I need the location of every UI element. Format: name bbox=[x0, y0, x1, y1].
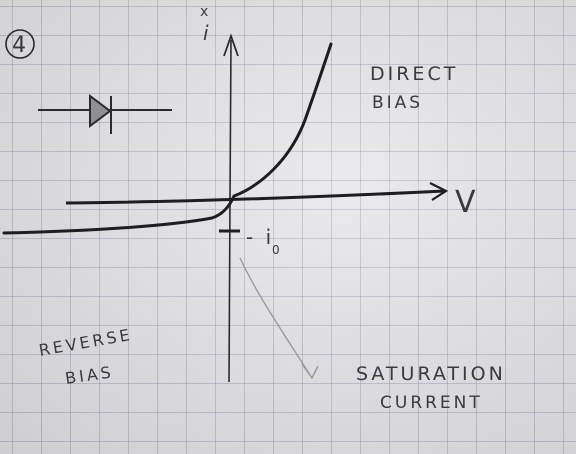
pointer-arrow-icon bbox=[301, 363, 319, 380]
saturation-current-line-1: SATURATION bbox=[356, 363, 506, 385]
x-axis-arrow-icon bbox=[429, 182, 449, 201]
reverse-bias-line-1: REVERSE bbox=[37, 325, 134, 360]
y-axis-arrow-icon bbox=[223, 33, 239, 57]
minus-i0-subscript: 0 bbox=[272, 243, 283, 257]
axis-label-i-top-mark: x bbox=[200, 4, 211, 20]
diode-icon bbox=[38, 94, 172, 134]
reverse-bias-line-2: BIAS bbox=[64, 362, 115, 388]
saturation-pointer bbox=[239, 257, 319, 380]
saturation-current-line-2: CURRENT bbox=[380, 393, 483, 413]
iv-curve bbox=[2, 42, 333, 235]
y-axis-label: i bbox=[203, 21, 212, 45]
minus-i0-label: - i bbox=[246, 225, 274, 249]
direct-bias-line-2: BIAS bbox=[372, 93, 423, 113]
page-number: 4 bbox=[5, 29, 35, 59]
page-number-text: 4 bbox=[12, 33, 29, 58]
direct-bias-line-1: DIRECT bbox=[370, 63, 458, 85]
page-number-circle bbox=[5, 29, 35, 59]
x-axis-label: V bbox=[455, 185, 479, 220]
voltage-axis bbox=[65, 182, 449, 205]
